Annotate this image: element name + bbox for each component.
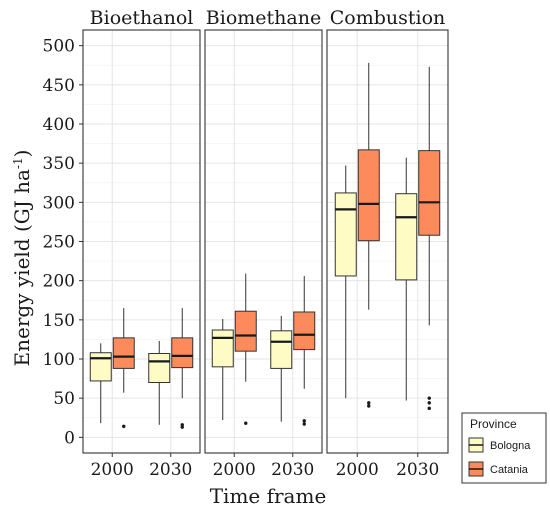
outlier-point <box>427 401 431 405</box>
facet-panel-combustion: Combustion <box>326 7 449 454</box>
y-tick-label: 400 <box>43 115 75 135</box>
box-bologna-2030 <box>270 315 293 422</box>
outlier-point <box>180 425 184 429</box>
outlier-point <box>180 423 184 427</box>
box-catania-2000 <box>112 308 135 429</box>
box-body <box>171 337 194 369</box>
legend-label-bologna: Bologna <box>490 440 531 452</box>
y-tick-label: 500 <box>43 37 75 57</box>
x-tick-label: 2030 <box>149 460 192 480</box>
box-body <box>357 149 380 242</box>
y-tick-label: 300 <box>43 193 75 213</box>
x-axis-title: Time frame <box>210 484 327 508</box>
y-tick-label: 200 <box>43 272 75 292</box>
box-bologna-2030 <box>148 340 171 425</box>
panel-border <box>204 29 323 454</box>
box-bologna-2000 <box>211 319 234 421</box>
box-body <box>270 330 293 369</box>
outlier-point <box>427 406 431 411</box>
box-body <box>395 193 418 281</box>
y-tick-label: 350 <box>43 154 75 174</box>
facet-label-bioethanol: Bioethanol <box>90 7 194 29</box>
outlier-point <box>244 421 248 425</box>
x-tick-label: 2000 <box>336 460 379 480</box>
box-bologna-2000 <box>89 343 112 424</box>
y-tick-label: 50 <box>53 389 75 409</box>
box-body <box>112 337 135 369</box>
y-axis-title-close: ) <box>10 150 34 158</box>
outlier-point <box>367 404 371 408</box>
y-axis: 0 50 100 150 200 250 300 350 400 450 500 <box>43 37 83 448</box>
y-tick-label: 150 <box>43 311 75 331</box>
facet-label-biomethane: Biomethane <box>206 7 321 29</box>
x-axis: 2000 2030 2000 2030 2000 2030 <box>91 453 439 480</box>
y-tick-label: 0 <box>64 428 75 448</box>
x-tick-label: 2000 <box>213 460 256 480</box>
box-catania-2030 <box>418 66 441 411</box>
box-body <box>211 329 234 368</box>
y-axis-title-text: Energy yield (GJ ha <box>10 169 34 366</box>
box-body <box>293 311 316 351</box>
facet-panel-biomethane: Biomethane <box>204 7 323 454</box>
box-catania-2000 <box>357 62 380 408</box>
box-catania-2030 <box>293 275 316 426</box>
y-tick-label: 450 <box>43 76 75 96</box>
y-axis-title: Energy yield (GJ ha-1) <box>10 150 34 367</box>
outlier-point <box>367 401 371 405</box>
box-catania-2030 <box>171 308 194 429</box>
box-body <box>89 352 112 382</box>
legend: Province Bologna Catania <box>461 412 547 484</box>
x-tick-label: 2030 <box>271 460 314 480</box>
outlier-point <box>302 419 306 423</box>
outlier-point <box>427 396 431 400</box>
box-bologna-2030 <box>395 157 418 401</box>
box-catania-2000 <box>234 273 257 425</box>
outlier-point <box>302 422 306 426</box>
x-tick-label: 2030 <box>396 460 439 480</box>
outlier-point <box>122 424 126 429</box>
facet-panel-bioethanol: Bioethanol <box>82 7 201 454</box>
legend-title: Province <box>470 417 517 431</box>
box-body <box>148 353 171 383</box>
legend-label-catania: Catania <box>490 464 529 476</box>
box-bologna-2000 <box>334 165 357 399</box>
facet-label-combustion: Combustion <box>330 7 446 29</box>
box-body <box>418 150 441 236</box>
y-axis-title-sup: -1 <box>11 157 25 169</box>
y-tick-label: 100 <box>43 350 75 370</box>
panel-border <box>326 29 449 454</box>
box-body <box>334 192 357 277</box>
x-tick-label: 2000 <box>91 460 134 480</box>
facet-panels: Bioethanol Biomethane Combustion <box>82 7 449 454</box>
y-tick-label: 250 <box>43 233 75 253</box>
box-body <box>234 310 257 352</box>
